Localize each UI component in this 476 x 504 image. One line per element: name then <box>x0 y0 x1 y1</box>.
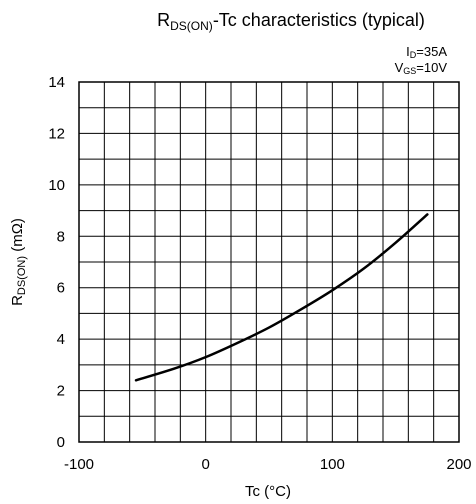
y-tick-label: 10 <box>48 177 65 194</box>
x-tick-labels: -100 0 100 200 <box>64 456 472 473</box>
grid-lines <box>79 82 459 442</box>
condition-vgs-sub: GS <box>403 66 416 76</box>
plot-border <box>78 81 460 443</box>
y-axis-label-main: R <box>9 295 26 306</box>
x-tick-label: 100 <box>320 456 345 473</box>
chart-title: RDS(ON)-Tc characteristics (typical) <box>157 10 425 33</box>
y-tick-label: 8 <box>57 228 65 245</box>
series-layer <box>134 213 429 382</box>
condition-id-sub: D <box>410 50 417 60</box>
x-tick-label: 0 <box>201 456 209 473</box>
condition-id-main: I <box>406 44 410 59</box>
x-tick-label: -100 <box>64 456 94 473</box>
condition-id: ID=35A <box>406 44 447 60</box>
y-tick-label: 12 <box>48 125 65 142</box>
y-axis-label: RDS(ON) (mΩ) <box>9 218 28 306</box>
y-tick-label: 4 <box>57 331 65 348</box>
condition-vgs-main: V <box>395 60 404 75</box>
condition-vgs-rest: =10V <box>416 60 447 75</box>
series-line-0 <box>134 213 429 382</box>
y-axis-label-rest: (mΩ) <box>9 218 26 256</box>
y-tick-labels: 0 2 4 6 8 10 12 14 <box>48 74 65 451</box>
plot-frame <box>78 81 460 443</box>
y-tick-label: 0 <box>57 434 65 451</box>
chart-title-main: R <box>157 10 170 30</box>
y-tick-label: 14 <box>48 74 65 91</box>
condition-vgs: VGS=10V <box>395 60 448 76</box>
condition-id-rest: =35A <box>416 44 447 59</box>
y-tick-label: 2 <box>57 383 65 400</box>
x-axis-label: Tc (°C) <box>245 483 291 500</box>
chart-title-sub: DS(ON) <box>170 19 213 33</box>
y-tick-label: 6 <box>57 280 65 297</box>
x-tick-label: 200 <box>446 456 471 473</box>
chart-title-rest: -Tc characteristics (typical) <box>213 10 425 30</box>
y-axis-label-sub: DS(ON) <box>16 256 28 295</box>
